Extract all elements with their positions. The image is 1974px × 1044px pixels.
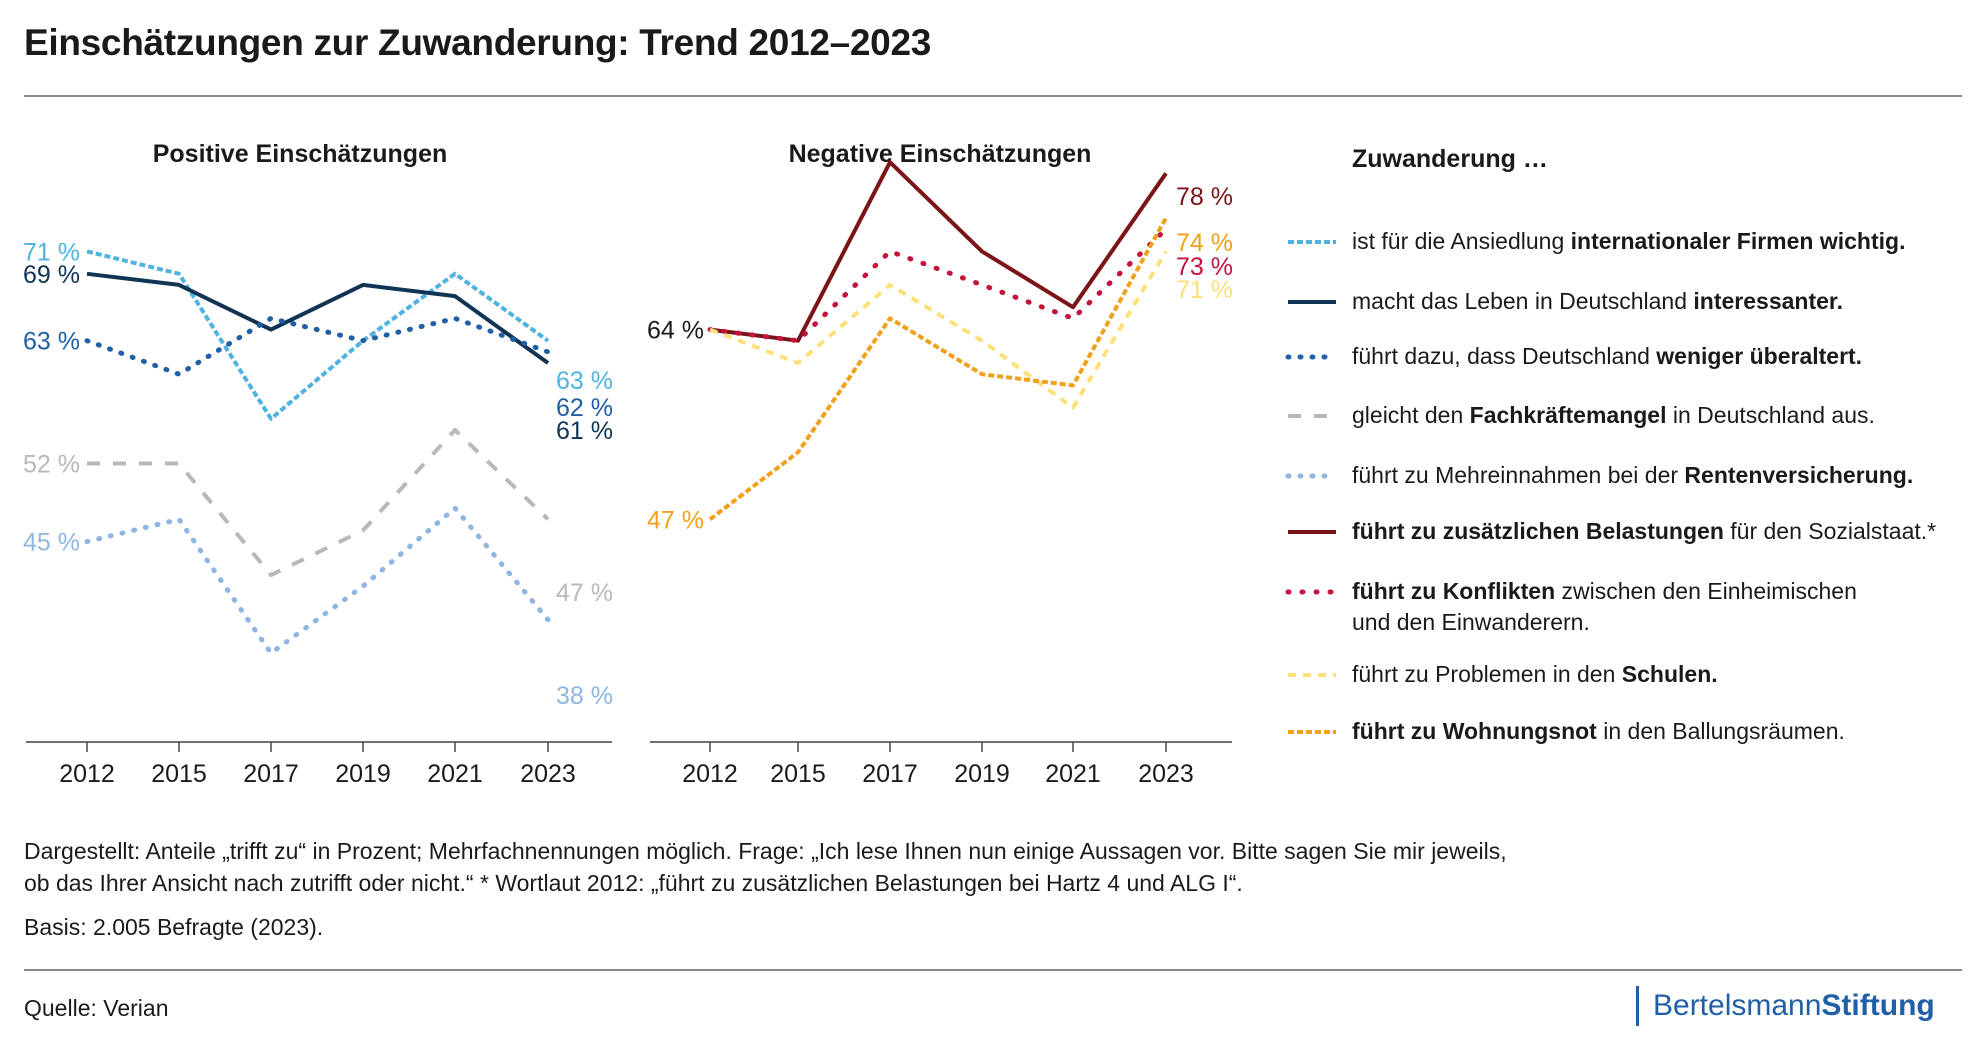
source-text: Quelle: Verian xyxy=(24,995,169,1021)
data-label-2023-fachkraefte: 47 % xyxy=(556,579,613,607)
series-line-wohnung xyxy=(708,217,1168,521)
chart-panel-1: Positive Einschätzungen 2012 2015 2017 2019 2… xyxy=(23,140,613,788)
legend-item-ueberaltert: führt dazu, dass Deutschland weniger übe… xyxy=(1352,341,1862,372)
legend-text-part: und den Einwanderern. xyxy=(1352,609,1590,635)
legend-item-fachkraefte: gleicht den Fachkräftemangel in Deutschl… xyxy=(1352,400,1875,431)
legend-text-part: in Deutschland aus. xyxy=(1666,402,1875,428)
x-tick-label: 2017 xyxy=(243,760,299,788)
data-label-2023-belastungen: 78 % xyxy=(1176,183,1233,211)
x-tick-label: 2021 xyxy=(1045,760,1101,788)
legend-item-konflikte: führt zu Konflikten zwischen den Einheim… xyxy=(1352,576,1857,638)
data-label-2023-firmen: 63 % xyxy=(556,367,613,395)
note-basis: Basis: 2.005 Befragte (2023). xyxy=(24,914,324,940)
series-line-rente xyxy=(84,505,551,656)
legend-text-part: führt zu Problemen in den xyxy=(1352,661,1622,687)
x-tick-label: 2012 xyxy=(59,760,115,788)
series-line-belastungen xyxy=(709,160,1168,343)
x-tick-label: 2021 xyxy=(427,760,483,788)
x-tick-label: 2019 xyxy=(954,760,1010,788)
data-label-2023-rente: 38 % xyxy=(556,682,613,710)
legend-item-rente: führt zu Mehreinnahmen bei der Rentenver… xyxy=(1352,460,1913,491)
legend-text-part: Fachkräftemangel xyxy=(1469,402,1667,428)
data-label-2012-wohnung: 47 % xyxy=(647,506,704,534)
data-label-2012-interessant: 69 % xyxy=(23,261,80,289)
note-line-2: ob das Ihrer Ansicht nach zutrifft oder … xyxy=(24,870,1243,896)
legend-item-interessant: macht das Leben in Deutschland interessa… xyxy=(1352,286,1843,317)
legend-item-firmen: ist für die Ansiedlung internationaler F… xyxy=(1352,226,1905,257)
series-line-schulen xyxy=(709,250,1168,410)
chart-title: Einschätzungen zur Zuwanderung: Trend 20… xyxy=(24,22,932,63)
legend-text-part: in den Ballungsräumen. xyxy=(1596,718,1845,744)
series-line-firmen xyxy=(86,249,550,421)
legend-text-part: führt zu zusätzlichen Belastungen xyxy=(1352,518,1724,544)
legend-text-part: gleicht den xyxy=(1352,402,1470,428)
panel-title: Positive Einschätzungen xyxy=(153,140,448,168)
data-label-2012-firmen: 71 % xyxy=(23,238,80,266)
data-label-2012-ueberaltert: 63 % xyxy=(23,328,80,356)
legend-title: Zuwanderung … xyxy=(1352,145,1548,173)
data-label-2023-interessant: 61 % xyxy=(556,417,613,445)
data-label-2023-konflikte: 73 % xyxy=(1176,253,1233,281)
brand-part-2: Stiftung xyxy=(1821,989,1935,1022)
data-label-2023-schulen: 71 % xyxy=(1176,276,1233,304)
series-line-konflikte xyxy=(707,226,1169,344)
data-label-2012-fachkraefte: 52 % xyxy=(23,450,80,478)
legend-text-part: Schulen. xyxy=(1621,661,1718,687)
data-label-2023-ueberaltert: 62 % xyxy=(556,394,613,422)
legend-text-part: internationaler Firmen wichtig. xyxy=(1570,228,1906,254)
legend-text-part: interessanter. xyxy=(1693,288,1843,314)
legend-item-schulen: führt zu Problemen in den Schulen. xyxy=(1352,659,1718,690)
note-line-1: Dargestellt: Anteile „trifft zu“ in Proz… xyxy=(24,838,1507,864)
x-tick-label: 2015 xyxy=(151,760,207,788)
legend-text-part: ist für die Ansiedlung xyxy=(1352,228,1571,254)
data-label-2023-wohnung: 74 % xyxy=(1176,229,1233,257)
chart-panel-2: Negative Einschätzungen 2012 2015 2017 2019 2… xyxy=(647,140,1233,788)
top-divider xyxy=(24,95,1962,97)
x-tick-label: 2023 xyxy=(1138,760,1194,788)
series-line-interessant xyxy=(86,271,550,365)
legend-text-part: weniger überaltert. xyxy=(1656,343,1863,369)
bottom-divider xyxy=(24,969,1962,971)
legend-text-part: führt zu Konflikten xyxy=(1352,578,1556,604)
legend-text-part: führt dazu, dass Deutschland xyxy=(1352,343,1657,369)
x-tick-label: 2015 xyxy=(770,760,826,788)
legend-item-belastungen: führt zu zusätzlichen Belastungen für de… xyxy=(1352,516,1936,547)
series-line-fachkraefte xyxy=(87,428,550,578)
x-tick-label: 2023 xyxy=(520,760,576,788)
legend-text-part: für den Sozialstaat.* xyxy=(1723,518,1937,544)
panel-title: Negative Einschätzungen xyxy=(789,140,1092,168)
brand-part-1: Bertelsmann xyxy=(1653,989,1822,1022)
data-label-2012-belastungen: 64 % xyxy=(647,317,704,345)
charts-canvas: Positive Einschätzungen 2012 2015 2017 2019 2… xyxy=(23,140,1339,788)
legend-text-part: führt zu Mehreinnahmen bei der xyxy=(1352,462,1685,488)
series-line-ueberaltert xyxy=(84,315,551,377)
x-tick-label: 2012 xyxy=(682,760,738,788)
legend-text-part: Rentenversicherung. xyxy=(1684,462,1914,488)
legend-item-wohnung: führt zu Wohnungsnot in den Ballungsräum… xyxy=(1352,716,1845,747)
x-tick-label: 2017 xyxy=(862,760,918,788)
brand-logo: BertelsmannStiftung xyxy=(1636,986,1935,1026)
data-label-2012-rente: 45 % xyxy=(23,529,80,557)
legend-text-part: macht das Leben in Deutschland xyxy=(1352,288,1694,314)
x-tick-label: 2019 xyxy=(335,760,391,788)
legend-text-part: zwischen den Einheimischen xyxy=(1555,578,1857,604)
legend-text-part: führt zu Wohnungsnot xyxy=(1352,718,1597,744)
